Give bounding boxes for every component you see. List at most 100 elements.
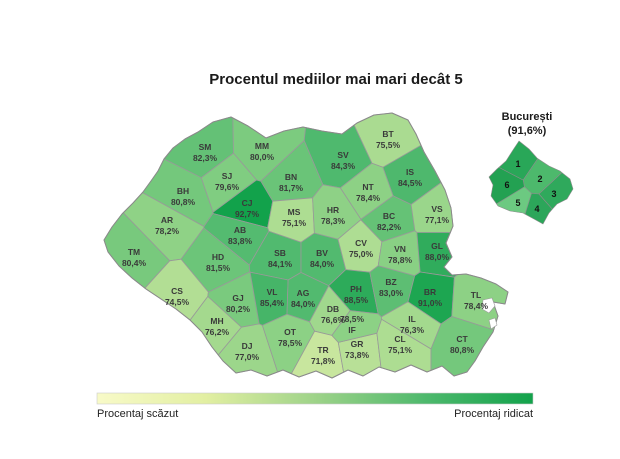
danube-delta-lake [488, 317, 498, 330]
county-value-BT: 75,5% [376, 140, 401, 150]
county-code-TM: TM [128, 247, 140, 257]
county-value-SB: 84,1% [268, 259, 293, 269]
county-code-SV: SV [337, 150, 349, 160]
county-value-DJ: 77,0% [235, 352, 260, 362]
county-code-HD: HD [212, 252, 224, 262]
county-code-BN: BN [285, 172, 297, 182]
county-value-MS: 75,1% [282, 218, 307, 228]
county-value-CV: 75,0% [349, 249, 374, 259]
county-code-IF: IF [348, 325, 356, 335]
county-value-AG: 84,0% [291, 299, 316, 309]
county-value-BC: 82,2% [377, 222, 402, 232]
county-value-BH: 80,8% [171, 197, 196, 207]
danube-delta-lake [481, 297, 496, 314]
county-value-CJ: 92,7% [235, 209, 260, 219]
county-value-PH: 88,5% [344, 295, 369, 305]
county-value-NT: 78,4% [356, 193, 381, 203]
romania-outline [103, 112, 509, 379]
county-value-SJ: 79,6% [215, 182, 240, 192]
county-code-BH: BH [177, 186, 189, 196]
bucharest-sector-label-5: 5 [515, 198, 520, 208]
county-value-GR: 73,8% [345, 350, 370, 360]
legend-low-label: Procentaj scăzut [97, 408, 178, 420]
county-code-HR: HR [327, 205, 339, 215]
county-value-SV: 84,3% [331, 161, 356, 171]
county-code-MS: MS [288, 207, 301, 217]
county-code-CS: CS [171, 286, 183, 296]
county-value-VS: 77,1% [425, 215, 450, 225]
bucharest-inset-value: (91,6%) [508, 125, 547, 137]
bucharest-sectors-layer [488, 140, 574, 225]
legend-gradient-bar [96, 392, 534, 405]
county-code-BT: BT [382, 129, 394, 139]
county-value-BZ: 83,0% [379, 288, 404, 298]
county-code-VS: VS [431, 204, 443, 214]
county-value-IS: 84,5% [398, 178, 423, 188]
county-code-GR: GR [351, 339, 364, 349]
county-value-MH: 76,2% [205, 327, 230, 337]
county-value-GJ: 80,2% [226, 304, 251, 314]
county-code-BR: BR [424, 287, 436, 297]
county-value-GL: 88,0% [425, 252, 450, 262]
county-code-CV: CV [355, 238, 367, 248]
county-code-GJ: GJ [232, 293, 244, 303]
county-value-VN: 78,8% [388, 255, 413, 265]
county-value-IL: 76,3% [400, 325, 425, 335]
county-code-AB: AB [234, 225, 246, 235]
bucharest-sector-label-1: 1 [515, 159, 520, 169]
bucharest-sector-label-4: 4 [534, 204, 539, 214]
county-code-DB: DB [327, 304, 339, 314]
county-value-BR: 91,0% [418, 298, 443, 308]
county-value-IF: 78,5% [340, 314, 365, 324]
county-code-NT: NT [362, 182, 374, 192]
county-value-TM: 80,4% [122, 258, 147, 268]
county-value-HR: 78,3% [321, 216, 346, 226]
county-code-SJ: SJ [222, 171, 233, 181]
county-code-SM: SM [199, 142, 212, 152]
county-code-DJ: DJ [242, 341, 253, 351]
county-value-VL: 85,4% [260, 298, 285, 308]
county-code-AR: AR [161, 215, 173, 225]
county-value-TL: 78,4% [464, 301, 489, 311]
county-value-TR: 71,8% [311, 356, 336, 366]
county-code-MM: MM [255, 141, 269, 151]
county-code-SB: SB [274, 248, 286, 258]
county-code-BC: BC [383, 211, 395, 221]
bucharest-inset-title: București [502, 111, 553, 123]
county-value-DB: 76,6% [321, 315, 346, 325]
county-value-OT: 78,5% [278, 338, 303, 348]
county-code-OT: OT [284, 327, 297, 337]
county-code-BV: BV [316, 248, 328, 258]
bucharest-sector-4 [524, 193, 553, 225]
county-code-VN: VN [394, 244, 406, 254]
county-labels-layer: SM82,3%MM80,0%BT75,5%SV84,3%IS84,5%BH80,… [122, 129, 489, 366]
county-value-SM: 82,3% [193, 153, 218, 163]
bucharest-sector-label-6: 6 [504, 180, 509, 190]
county-code-BZ: BZ [385, 277, 396, 287]
county-code-IS: IS [406, 167, 414, 177]
legend-high-label: Procentaj ridicat [454, 408, 533, 420]
county-value-AR: 78,2% [155, 226, 180, 236]
romania-counties-layer [103, 112, 509, 379]
county-value-BN: 81,7% [279, 183, 304, 193]
county-code-CL: CL [394, 334, 405, 344]
county-value-CL: 75,1% [388, 345, 413, 355]
county-code-PH: PH [350, 284, 362, 294]
county-code-TR: TR [317, 345, 328, 355]
page-title: Procentul mediilor mai mari decât 5 [209, 71, 462, 88]
county-code-CJ: CJ [242, 198, 253, 208]
bucharest-sector-6 [488, 167, 525, 205]
county-code-MH: MH [210, 316, 223, 326]
county-value-MM: 80,0% [250, 152, 275, 162]
county-value-CT: 80,8% [450, 345, 475, 355]
bucharest-sector-label-2: 2 [537, 174, 542, 184]
county-code-VL: VL [267, 287, 278, 297]
bucharest-sector-5 [496, 186, 532, 215]
county-code-AG: AG [297, 288, 310, 298]
county-value-BV: 84,0% [310, 259, 335, 269]
county-value-CS: 74,5% [165, 297, 190, 307]
county-code-TL: TL [471, 290, 481, 300]
bucharest-sector-label-3: 3 [551, 189, 556, 199]
